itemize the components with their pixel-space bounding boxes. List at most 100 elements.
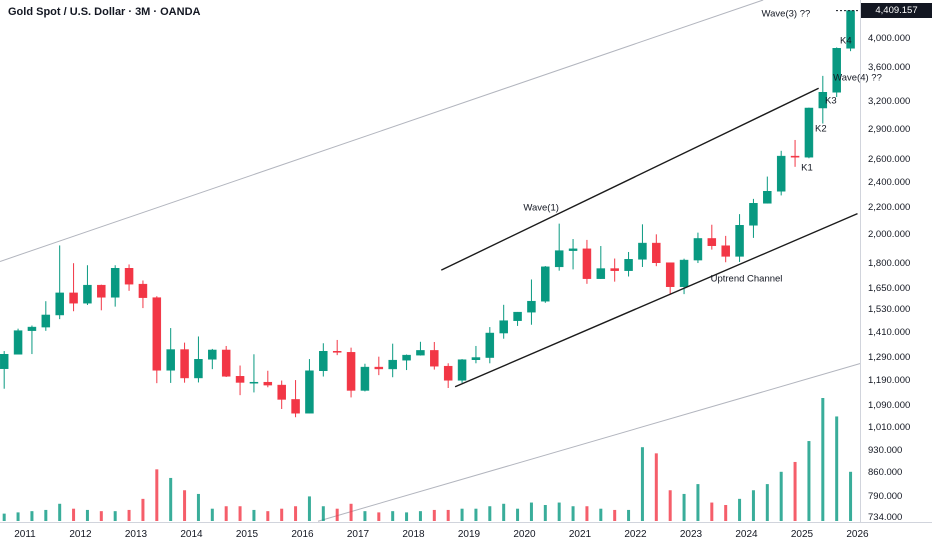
longterm-channel-lower-trendline[interactable] <box>317 363 861 522</box>
candle-body[interactable] <box>416 350 425 356</box>
candle-body[interactable] <box>249 381 259 384</box>
chart-legend[interactable]: Gold Spot / U.S. Dollar · 3M · OANDA <box>8 6 200 18</box>
time-axis-label: 2021 <box>568 529 592 540</box>
candle-body[interactable] <box>388 359 397 370</box>
uptrend-channel-lower-trendline[interactable] <box>454 212 858 388</box>
volume-bar <box>44 509 48 521</box>
candle-body[interactable] <box>679 259 689 287</box>
volume-bar <box>613 509 617 521</box>
candle-body[interactable] <box>776 155 786 192</box>
candle-body[interactable] <box>235 376 245 383</box>
annotation-wave-3[interactable]: Wave(3) ?? <box>761 8 811 20</box>
candle-body[interactable] <box>832 48 841 93</box>
candle-body[interactable] <box>360 366 370 391</box>
annotation-uptrend-channel[interactable]: Uptrend Channel <box>710 273 783 285</box>
candle-body[interactable] <box>554 250 564 268</box>
price-axis[interactable]: 4,000.000 3,600.000 3,200.000 2,900.000 2,60… <box>860 0 932 523</box>
candle-body[interactable] <box>763 190 772 204</box>
candle-body[interactable] <box>443 365 453 381</box>
longterm-channel-upper-trendline[interactable] <box>0 0 764 262</box>
candle-body[interactable] <box>221 349 231 377</box>
candle-body[interactable] <box>749 203 758 226</box>
volume-bar <box>58 503 62 521</box>
candle-body[interactable] <box>110 268 120 298</box>
annotation-k1[interactable]: K1 <box>801 162 813 174</box>
annotation-k3[interactable]: K3 <box>825 95 837 107</box>
last-price-value: 4,409.157 <box>875 5 918 17</box>
candle-body[interactable] <box>69 292 78 304</box>
drawing-trendlines-layer[interactable] <box>440 10 860 388</box>
candle-body[interactable] <box>13 330 23 355</box>
candle-body[interactable] <box>818 92 828 109</box>
candle-body[interactable] <box>665 262 675 287</box>
time-axis[interactable]: 2011 2012 2013 2014 2015 2016 2017 2018 2019 2020… <box>0 522 932 550</box>
volume-bar <box>127 509 131 521</box>
candle-body[interactable] <box>194 359 203 379</box>
candle-body[interactable] <box>721 245 730 257</box>
candle-body[interactable] <box>457 359 467 381</box>
annotation-k4[interactable]: K4 <box>840 35 852 47</box>
candle-body[interactable] <box>41 314 51 328</box>
volume-layer <box>2 398 853 521</box>
candle-body[interactable] <box>804 107 814 158</box>
candle-body[interactable] <box>277 384 286 400</box>
candle-body[interactable] <box>707 238 717 246</box>
candle-body[interactable] <box>83 284 92 304</box>
volume-bar <box>779 471 783 521</box>
candle-body[interactable] <box>582 248 592 279</box>
volume-bar <box>196 493 200 521</box>
candle-body[interactable] <box>485 332 495 358</box>
candle-body[interactable] <box>166 349 175 371</box>
volume-bar <box>585 506 589 521</box>
candle-body[interactable] <box>124 268 134 285</box>
candle-body[interactable] <box>471 357 481 360</box>
candle-body[interactable] <box>263 381 273 386</box>
candle-body[interactable] <box>319 351 328 371</box>
candle-body[interactable] <box>27 326 37 331</box>
candle-body[interactable] <box>208 349 217 360</box>
candle-body[interactable] <box>152 297 162 371</box>
candle-body[interactable] <box>541 266 550 302</box>
symbol-name[interactable]: Gold Spot / U.S. Dollar <box>8 6 126 18</box>
candle-body[interactable] <box>499 320 508 334</box>
candle-body[interactable] <box>332 351 342 353</box>
volume-bar <box>391 511 395 521</box>
annotation-k2[interactable]: K2 <box>815 123 827 135</box>
annotation-wave-1[interactable]: Wave(1) <box>523 202 559 214</box>
annotation-wave-4[interactable]: Wave(4) ?? <box>833 72 882 84</box>
volume-bar <box>85 509 89 521</box>
candle-body[interactable] <box>55 292 64 316</box>
candle-body[interactable] <box>693 238 703 261</box>
uptrend-channel-upper-trendline[interactable] <box>440 87 819 271</box>
time-axis-label: 2022 <box>624 529 647 540</box>
volume-bar <box>502 503 506 521</box>
volume-bar <box>849 471 853 521</box>
candle-body[interactable] <box>568 248 578 251</box>
candle-body[interactable] <box>610 268 619 271</box>
candle-body[interactable] <box>513 311 522 321</box>
candle-body[interactable] <box>97 284 106 298</box>
candle-body[interactable] <box>596 268 606 279</box>
candle-body[interactable] <box>0 354 9 369</box>
candle-body[interactable] <box>638 242 647 260</box>
candle-body[interactable] <box>346 352 356 391</box>
candle-body[interactable] <box>735 225 744 257</box>
price-axis-label: 1,290.000 <box>868 352 911 364</box>
volume-bar <box>2 513 6 521</box>
candle-body[interactable] <box>430 350 439 367</box>
candle-body[interactable] <box>846 10 855 49</box>
candle-body[interactable] <box>305 370 314 414</box>
candle-body[interactable] <box>291 399 300 414</box>
price-axis-label: 2,900.000 <box>868 123 911 135</box>
candle-body[interactable] <box>180 349 189 379</box>
candle-body[interactable] <box>374 366 384 370</box>
candle-body[interactable] <box>624 259 633 271</box>
candle-body[interactable] <box>790 155 800 158</box>
candles-layer[interactable] <box>0 10 855 418</box>
candle-body[interactable] <box>402 354 411 361</box>
candle-body[interactable] <box>138 283 148 298</box>
candle-body[interactable] <box>652 242 661 263</box>
candle-body[interactable] <box>527 300 536 313</box>
